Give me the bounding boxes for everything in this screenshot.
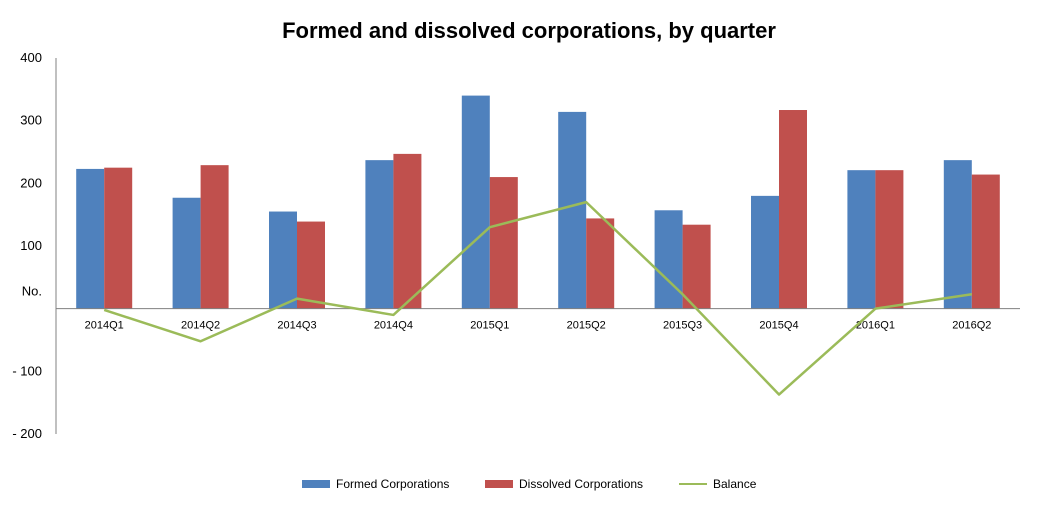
bar-dissolved bbox=[200, 165, 229, 309]
bar-dissolved bbox=[489, 177, 518, 309]
legend-swatch-dissolved bbox=[485, 480, 513, 488]
legend-item-formed: Formed Corporations bbox=[302, 477, 449, 491]
bar-formed bbox=[269, 211, 297, 309]
x-tick-label: 2015Q2 bbox=[567, 320, 606, 332]
legend: Formed Corporations Dissolved Corporatio… bbox=[0, 477, 1058, 495]
bar-formed bbox=[751, 195, 779, 309]
y-tick-label: 200 bbox=[20, 175, 42, 190]
x-tick-label: 2016Q1 bbox=[856, 320, 895, 332]
legend-swatch-formed bbox=[302, 480, 330, 488]
x-tick-label: 2015Q1 bbox=[470, 320, 509, 332]
x-tick-label: 2014Q2 bbox=[181, 320, 220, 332]
bar-dissolved bbox=[586, 218, 615, 309]
y-tick-label: - 100 bbox=[12, 363, 42, 378]
y-tick-label: 300 bbox=[20, 113, 42, 128]
x-tick-label: 2014Q3 bbox=[277, 320, 316, 332]
bar-dissolved bbox=[297, 221, 325, 309]
x-tick-label: 2015Q3 bbox=[663, 320, 702, 332]
y-axis-label: No. bbox=[22, 284, 42, 299]
legend-label-dissolved: Dissolved Corporations bbox=[519, 477, 644, 491]
bar-formed bbox=[76, 168, 105, 309]
legend-label-formed: Formed Corporations bbox=[336, 477, 450, 491]
x-tick-label: 2016Q2 bbox=[952, 320, 991, 332]
bar-dissolved bbox=[682, 224, 711, 309]
bar-formed bbox=[172, 197, 201, 309]
legend-item-dissolved: Dissolved Corporations bbox=[485, 477, 643, 491]
legend-label-balance: Balance bbox=[713, 477, 757, 491]
legend-item-balance: Balance bbox=[679, 477, 756, 491]
x-tick-label: 2014Q4 bbox=[374, 320, 413, 332]
bar-formed bbox=[943, 160, 972, 309]
bar-formed bbox=[847, 170, 876, 309]
y-tick-label: 400 bbox=[20, 50, 42, 65]
bar-formed bbox=[654, 210, 683, 309]
bar-dissolved bbox=[971, 174, 1000, 309]
y-tick-label: - 200 bbox=[12, 426, 42, 441]
bar-dissolved bbox=[104, 167, 133, 309]
bar-formed bbox=[558, 111, 587, 309]
y-tick-label: 100 bbox=[20, 238, 42, 253]
bar-dissolved bbox=[875, 170, 904, 309]
bar-formed bbox=[365, 160, 394, 309]
x-tick-label: 2014Q1 bbox=[85, 320, 124, 332]
bar-dissolved bbox=[779, 110, 807, 309]
x-tick-label: 2015Q4 bbox=[759, 320, 798, 332]
bar-dissolved bbox=[393, 153, 422, 309]
balance-line bbox=[103, 200, 972, 396]
legend-line-balance bbox=[679, 483, 707, 485]
chart-title: Formed and dissolved corporations, by qu… bbox=[282, 18, 776, 43]
bar-formed bbox=[461, 95, 490, 309]
